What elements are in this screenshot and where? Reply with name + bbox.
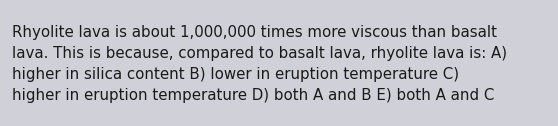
Text: Rhyolite lava is about 1,000,000 times more viscous than basalt
lava. This is be: Rhyolite lava is about 1,000,000 times m… <box>12 25 507 103</box>
